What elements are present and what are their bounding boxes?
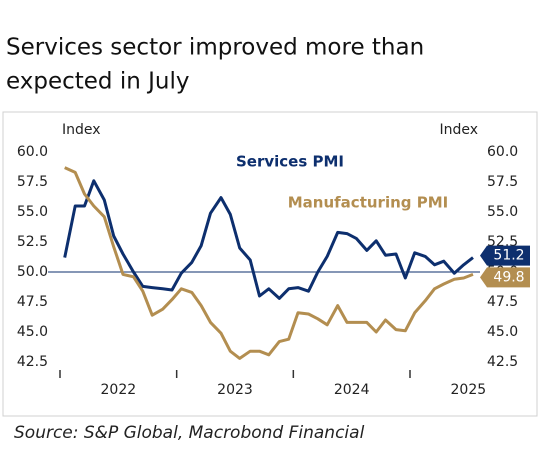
series-line <box>63 179 474 300</box>
y2-tick-label: 57.5 <box>487 174 518 190</box>
x-tick-label: 2022 <box>101 382 137 398</box>
end-label: 49.8 <box>493 269 524 285</box>
x-tick-label: 2025 <box>451 382 487 398</box>
y2-tick-label: 45.0 <box>487 324 518 340</box>
y-tick-label: 55.0 <box>17 204 48 220</box>
legend-label: Manufacturing PMI <box>288 194 448 212</box>
y-tick-label: 52.5 <box>17 234 48 250</box>
y2-tick-label: 60.0 <box>487 144 518 160</box>
chart-frame <box>2 111 538 417</box>
y2-tick-label: 55.0 <box>487 204 518 220</box>
y-tick-label: 50.0 <box>17 264 48 280</box>
x-tick-label: 2024 <box>334 382 370 398</box>
y-tick-label: 45.0 <box>17 324 48 340</box>
source: Source: S&P Global, Macrobond Financial <box>14 423 365 443</box>
y2-tick-label: 42.5 <box>487 354 518 370</box>
y-tick-label: 60.0 <box>17 144 48 160</box>
end-label-box <box>480 245 530 266</box>
y-tick-label: 42.5 <box>17 354 48 370</box>
y-tick-label: 57.5 <box>17 174 48 190</box>
x-tick-label: 2023 <box>217 382 253 398</box>
series-line <box>64 166 474 360</box>
end-label-box <box>480 267 530 288</box>
chart-title: expected in July <box>6 69 189 95</box>
end-label: 51.2 <box>493 248 524 264</box>
legend-label: Services PMI <box>236 153 344 171</box>
y2-tick-label: 47.5 <box>487 294 518 310</box>
y-tick-label: 47.5 <box>17 294 48 310</box>
y-axis-label: Index <box>62 122 101 138</box>
y2-axis-label: Index <box>439 122 478 138</box>
chart-title: Services sector improved more than <box>6 35 424 61</box>
